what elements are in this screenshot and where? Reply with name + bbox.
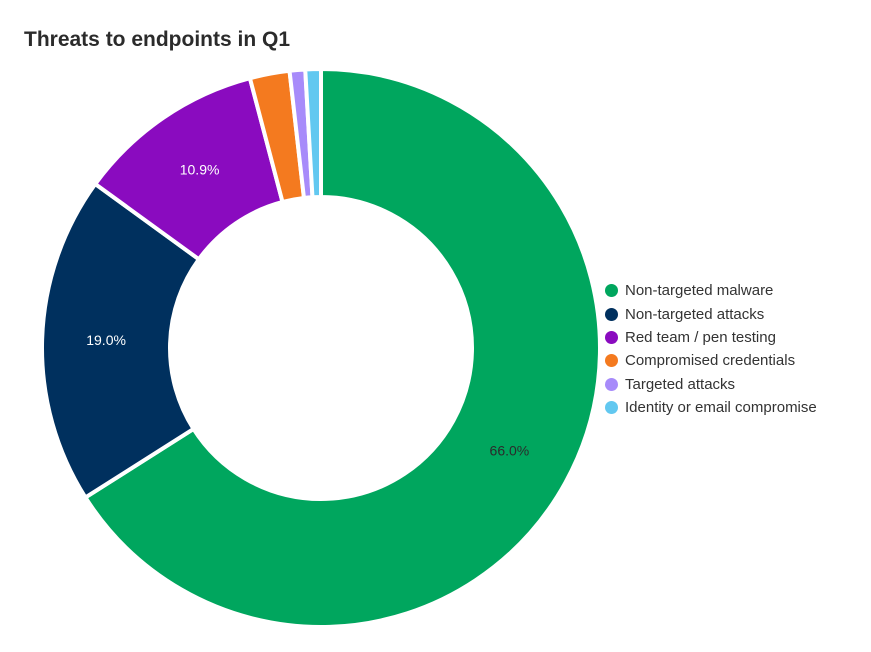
legend-item[interactable]: Non-targeted malware <box>605 279 817 302</box>
legend-swatch <box>605 307 618 321</box>
legend-item[interactable]: Identity or email compromise <box>605 396 817 419</box>
legend-label: Non-targeted attacks <box>625 305 765 323</box>
slices-layer <box>40 67 602 629</box>
legend-label: Targeted attacks <box>625 375 736 393</box>
donut-slice[interactable] <box>40 182 201 500</box>
legend-item[interactable]: Targeted attacks <box>605 373 817 396</box>
data-labels-layer: 66.0% 19.0% 10.9% <box>86 161 529 458</box>
legend-item[interactable]: Non-targeted attacks <box>605 302 817 325</box>
legend-swatch <box>605 401 618 415</box>
legend-label: Compromised credentials <box>625 352 796 370</box>
legend-swatch <box>605 354 618 368</box>
legend: Non-targeted malware Non-targeted attacks… <box>605 279 817 419</box>
legend-swatch <box>605 330 618 344</box>
legend-label: Identity or email compromise <box>625 399 817 417</box>
slice-data-label: 10.9% <box>180 161 220 177</box>
slice-data-label: 19.0% <box>86 332 126 348</box>
legend-swatch <box>605 284 618 298</box>
legend-swatch <box>605 377 618 391</box>
legend-item[interactable]: Compromised credentials <box>605 349 817 372</box>
legend-label: Red team / pen testing <box>625 328 776 346</box>
chart-title: Threats to endpoints in Q1 <box>24 28 291 51</box>
legend-label: Non-targeted malware <box>625 282 774 300</box>
donut-slice[interactable] <box>303 67 323 200</box>
slice-data-label: 66.0% <box>490 442 530 458</box>
donut-slice[interactable] <box>83 67 602 629</box>
legend-item[interactable]: Red team / pen testing <box>605 326 817 349</box>
